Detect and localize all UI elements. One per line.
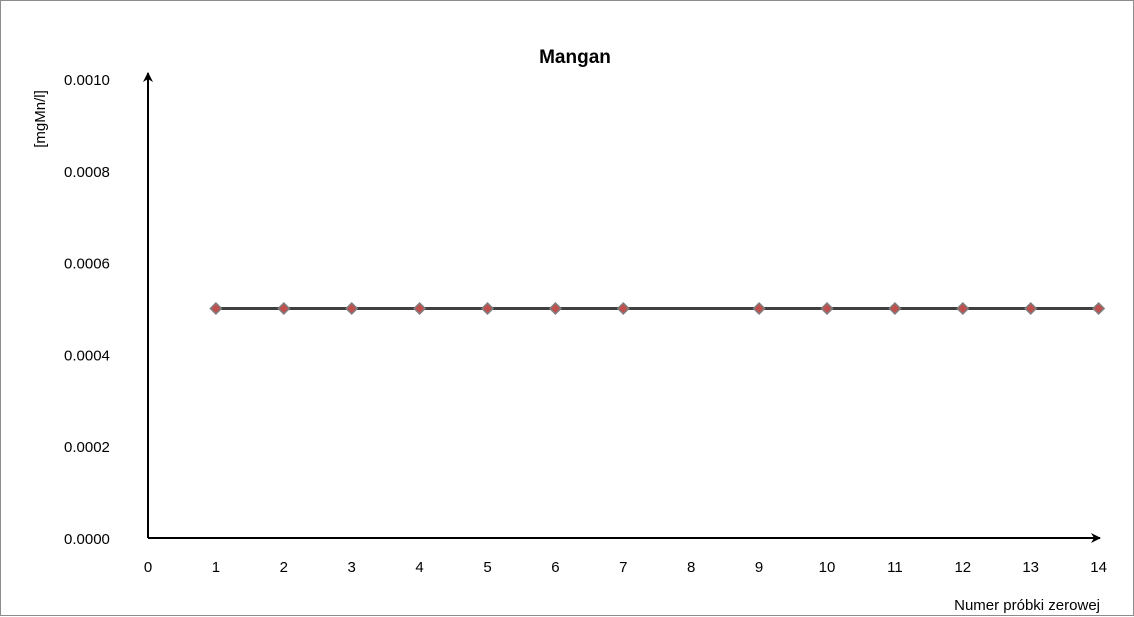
chart-title: Mangan bbox=[539, 47, 611, 68]
data-point bbox=[277, 301, 291, 316]
data-point bbox=[956, 301, 970, 316]
y-tick-label: 0.0010 bbox=[64, 72, 110, 89]
y-axis-title: [mgMn/l] bbox=[32, 90, 49, 148]
data-point bbox=[480, 301, 495, 316]
data-point bbox=[1092, 301, 1106, 316]
series-group bbox=[209, 301, 1106, 316]
axes bbox=[143, 72, 1101, 543]
data-point bbox=[820, 301, 834, 316]
x-tick-label: 7 bbox=[619, 559, 627, 576]
x-tick-label: 6 bbox=[551, 559, 559, 576]
x-tick-label: 0 bbox=[144, 559, 152, 576]
data-point bbox=[345, 301, 359, 316]
data-point bbox=[209, 301, 223, 316]
x-tick-label: 13 bbox=[1022, 559, 1039, 576]
data-point bbox=[888, 301, 902, 316]
x-tick-label: 2 bbox=[280, 559, 288, 576]
data-point bbox=[752, 301, 766, 316]
x-tick-label: 12 bbox=[954, 559, 971, 576]
y-tick-label: 0.0004 bbox=[64, 347, 110, 364]
x-tick-label: 4 bbox=[415, 559, 423, 576]
x-tick-label: 5 bbox=[483, 559, 491, 576]
x-tick-label: 1 bbox=[212, 559, 220, 576]
y-tick-label: 0.0002 bbox=[64, 439, 110, 456]
y-tick-label: 0.0008 bbox=[64, 164, 110, 181]
y-tick-labels: 0.0000 0.0002 0.0004 0.0006 0.0008 0.0010 bbox=[64, 72, 110, 548]
x-axis-title: Numer próbki zerowej bbox=[954, 597, 1100, 614]
data-point bbox=[413, 301, 427, 316]
x-tick-label: 10 bbox=[819, 559, 836, 576]
data-point bbox=[1024, 301, 1038, 316]
x-tick-label: 14 bbox=[1090, 559, 1107, 576]
x-tick-label: 3 bbox=[348, 559, 356, 576]
data-point bbox=[548, 301, 562, 316]
y-tick-label: 0.0000 bbox=[64, 531, 110, 548]
x-tick-label: 8 bbox=[687, 559, 695, 576]
x-tick-label: 9 bbox=[755, 559, 763, 576]
data-point bbox=[616, 301, 630, 316]
x-tick-labels: 0 1 2 3 4 5 6 7 8 9 10 11 12 13 14 bbox=[144, 559, 1107, 576]
x-tick-label: 11 bbox=[887, 559, 903, 576]
y-tick-label: 0.0006 bbox=[64, 256, 110, 273]
